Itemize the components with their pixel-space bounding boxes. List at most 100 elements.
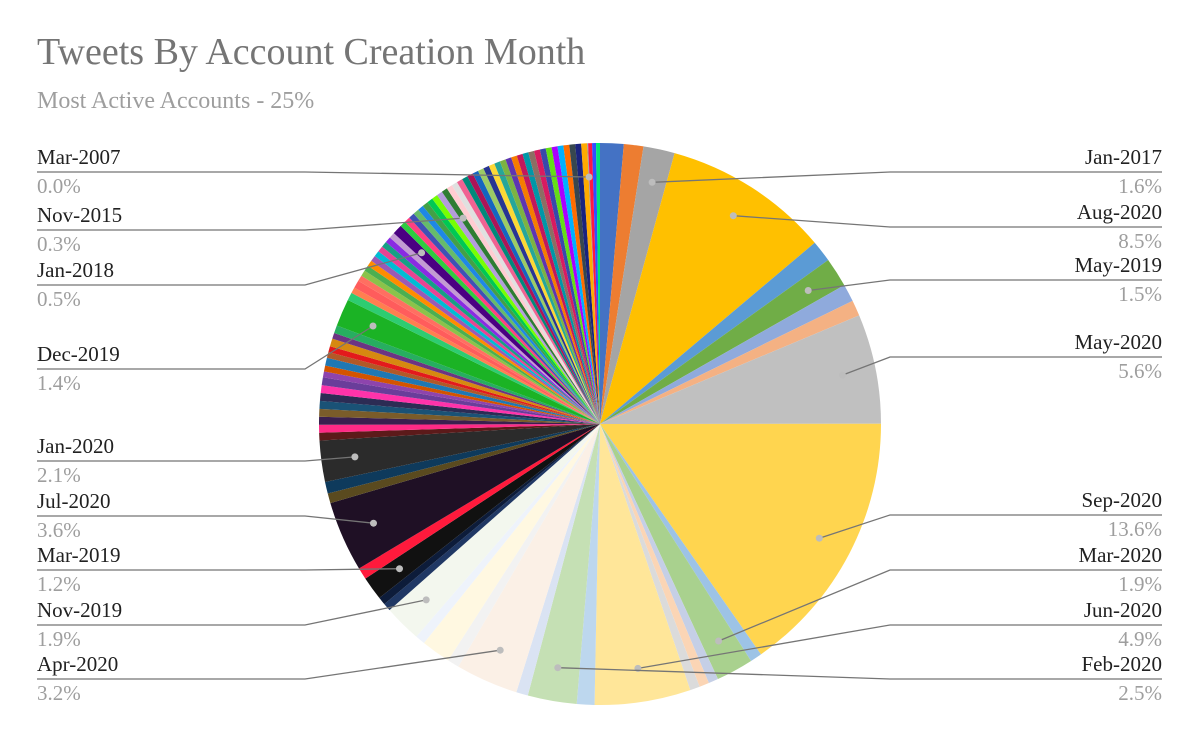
slice-label: Jun-2020	[1084, 598, 1162, 622]
leader-line	[842, 356, 1162, 376]
slice-label: May-2020	[1075, 330, 1163, 354]
pie-slice	[354, 280, 600, 424]
pie-slice	[325, 424, 600, 494]
pie-slice	[472, 170, 600, 424]
slice-percent: 3.6%	[37, 518, 81, 542]
pie-slice	[592, 143, 600, 424]
slice-percent: 3.2%	[37, 681, 81, 705]
slice-label: Sep-2020	[1082, 488, 1163, 512]
slice-label: Feb-2020	[1082, 652, 1163, 676]
leader-line	[37, 456, 355, 462]
pie-slice	[600, 424, 709, 687]
leader-line	[652, 171, 1162, 183]
pie-slice	[384, 424, 600, 611]
pie-slice	[327, 424, 600, 504]
leader-dot	[396, 565, 403, 573]
pie-slice	[451, 182, 600, 424]
leader-line	[37, 649, 501, 680]
slice-label: Nov-2015	[37, 203, 122, 227]
pie-slice	[600, 143, 624, 424]
leader-dot	[351, 453, 359, 461]
leader-line	[37, 568, 400, 571]
pie-slice	[400, 221, 600, 424]
slice-percent: 1.4%	[37, 371, 81, 395]
pie-slice	[522, 152, 600, 424]
leader-line	[733, 215, 1162, 228]
pie-slice	[319, 424, 600, 482]
slice-label: Jan-2018	[37, 258, 114, 282]
pie-slice	[404, 217, 600, 424]
leader-dot	[418, 249, 426, 257]
leader-line	[37, 252, 422, 286]
pie-slice	[359, 424, 600, 579]
pie-slice	[581, 143, 600, 425]
slice-percent: 1.2%	[37, 572, 81, 596]
slice-percent: 1.5%	[1118, 282, 1162, 306]
pie-slice	[600, 285, 853, 424]
pie-slice	[374, 251, 600, 424]
pie-slice	[416, 424, 600, 644]
pie-slice	[367, 260, 600, 424]
pie-slice	[320, 385, 600, 424]
leader-lines	[37, 171, 1162, 680]
leader-dot	[648, 178, 656, 186]
slice-percent: 8.5%	[1118, 229, 1162, 253]
pie-slice	[389, 233, 600, 424]
pie-slice	[545, 147, 600, 424]
pie-slice	[576, 424, 600, 705]
pie-slice	[516, 424, 600, 696]
pie-slice	[371, 255, 600, 424]
leader-dot	[715, 637, 723, 645]
pie-slice	[600, 153, 815, 424]
pie-slice	[322, 371, 600, 424]
pie-slice	[600, 300, 860, 424]
pie-slice	[569, 144, 600, 424]
pie-slice	[588, 143, 600, 425]
pie-slice	[319, 393, 600, 424]
leader-line	[819, 514, 1162, 539]
leader-dot	[422, 596, 430, 604]
leader-dot	[729, 212, 737, 220]
pie-slice	[534, 149, 600, 424]
pie-slice	[600, 242, 829, 424]
pie-slice	[557, 145, 600, 424]
leader-dot	[554, 664, 562, 672]
pie-slice	[319, 424, 600, 441]
slice-label: Jan-2020	[37, 434, 114, 458]
pie-slice	[319, 424, 600, 433]
slice-label: Dec-2019	[37, 342, 120, 366]
pie-slice	[378, 246, 600, 424]
pie-slice	[365, 424, 600, 598]
pie-slice	[423, 424, 600, 661]
leader-line	[37, 171, 590, 178]
pie-slice	[418, 205, 600, 424]
slice-percent: 4.9%	[1118, 627, 1162, 651]
pie-slice	[600, 424, 700, 691]
pie-slice	[409, 213, 600, 424]
leader-dot	[838, 371, 846, 379]
pie-slice	[563, 144, 600, 424]
leader-dot	[585, 173, 593, 181]
pie-slice	[326, 352, 600, 424]
pie-slice	[361, 270, 600, 424]
pie-slice	[448, 424, 600, 667]
slice-percent: 0.0%	[37, 174, 81, 198]
pie-slice	[323, 365, 600, 424]
slice-labels: Jan-2017 1.6%Aug-2020 8.5%May-2019 1.5% May-…	[37, 145, 1162, 705]
pie-slice	[385, 237, 600, 424]
pie-slice	[446, 185, 600, 424]
pie-slice	[336, 300, 600, 424]
pie-slice	[587, 143, 600, 424]
pie-slice	[499, 159, 600, 424]
leader-line	[37, 599, 427, 626]
pie-slice	[325, 357, 600, 424]
pie-slice	[516, 153, 600, 424]
pie-slice	[600, 260, 845, 424]
leader-line	[37, 515, 374, 524]
pie-slice	[437, 191, 600, 424]
pie-slice	[539, 148, 600, 425]
pie-slices	[318, 143, 882, 706]
pie-slice	[575, 143, 600, 424]
pie-slice	[432, 195, 600, 424]
